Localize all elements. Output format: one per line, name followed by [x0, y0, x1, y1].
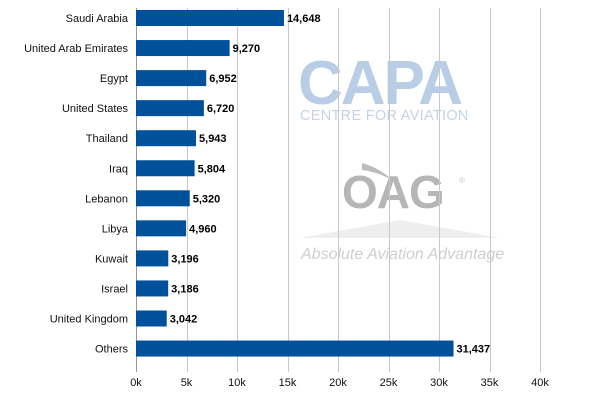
- bar: [136, 250, 169, 267]
- category-label: Others: [95, 344, 129, 356]
- bar: [136, 70, 207, 87]
- category-label: Iraq: [109, 163, 128, 175]
- bar: [136, 280, 169, 297]
- x-tick-label: 5k: [181, 377, 193, 389]
- value-label: 5,943: [199, 133, 227, 145]
- x-tick-label: 25k: [380, 377, 398, 389]
- x-tick-label: 0k: [130, 377, 142, 389]
- oag-divider-shape: [300, 220, 500, 238]
- bar: [136, 160, 195, 177]
- x-tick-label: 35k: [481, 377, 499, 389]
- bar: [136, 310, 167, 327]
- value-label: 3,196: [171, 253, 199, 265]
- value-label: 6,952: [209, 73, 237, 85]
- category-label: Lebanon: [85, 193, 128, 205]
- category-label: Saudi Arabia: [66, 13, 129, 25]
- bar: [136, 100, 204, 117]
- capa-logo-text: CAPA: [298, 49, 462, 118]
- category-label: Thailand: [86, 133, 128, 145]
- bar: [136, 40, 230, 57]
- bar-series: [136, 10, 454, 357]
- value-label: 14,648: [287, 13, 321, 25]
- category-label: United Arab Emirates: [24, 43, 128, 55]
- value-label: 31,437: [457, 344, 491, 356]
- bar: [136, 190, 190, 207]
- oag-logo-text: OAG: [342, 166, 444, 218]
- category-label: Israel: [101, 283, 128, 295]
- oag-registered-mark: ®: [459, 176, 465, 185]
- category-label: United States: [62, 103, 129, 115]
- category-label: United Kingdom: [50, 314, 128, 326]
- value-label: 9,270: [233, 43, 261, 55]
- gridlines: [136, 8, 541, 372]
- value-labels: 14,648 9,270 6,952 6,720 5,943 5,804 5,320 4,96…: [170, 13, 490, 356]
- value-label: 5,804: [198, 163, 226, 175]
- category-label: Kuwait: [95, 253, 128, 265]
- bar: [136, 10, 284, 26]
- capa-watermark: CAPA CENTRE FOR AVIATION: [298, 49, 469, 124]
- bar: [136, 220, 187, 237]
- oag-watermark: OAG ® Absolute Aviation Advantage: [300, 163, 504, 263]
- oag-swoosh-icon: [362, 163, 392, 180]
- x-tick-label: 40k: [531, 377, 549, 389]
- value-label: 3,186: [171, 283, 199, 295]
- capa-logo-subtitle: CENTRE FOR AVIATION: [300, 108, 469, 124]
- category-label: Libya: [102, 223, 129, 235]
- x-tick-label: 15k: [279, 377, 297, 389]
- category-label: Egypt: [100, 73, 128, 85]
- bar: [136, 340, 454, 357]
- bar: [136, 130, 197, 147]
- value-label: 4,960: [189, 223, 217, 235]
- value-label: 6,720: [207, 103, 235, 115]
- value-label: 5,320: [193, 193, 221, 205]
- x-tick-label: 10k: [228, 377, 246, 389]
- x-axis-tick-labels: 0k 5k 10k 15k 20k 25k 30k 35k 40k: [130, 377, 549, 389]
- x-tick-label: 20k: [329, 377, 347, 389]
- category-labels: Saudi Arabia United Arab Emirates Egypt Uni…: [24, 13, 129, 356]
- value-label: 3,042: [170, 314, 198, 326]
- x-tick-label: 30k: [430, 377, 448, 389]
- oag-logo-subtitle: Absolute Aviation Advantage: [300, 246, 504, 263]
